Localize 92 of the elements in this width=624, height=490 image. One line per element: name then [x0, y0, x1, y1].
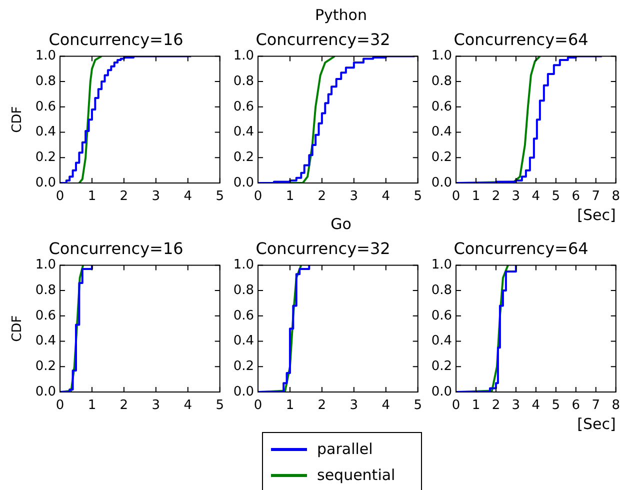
y-tick-label: 1.0: [431, 48, 452, 64]
x-tick-label: 4: [532, 189, 540, 204]
y-tick-label: 0.0: [233, 384, 254, 400]
legend-label: parallel: [317, 440, 373, 458]
y-tick-label: 0.0: [431, 175, 452, 190]
y-tick-label: 0.0: [35, 175, 56, 190]
text: Python: [315, 6, 367, 24]
x-tick-label: 2: [492, 189, 500, 204]
x-tick-label: 3: [152, 398, 160, 414]
x-tick-label: 4: [382, 189, 390, 204]
y-tick-label: 0.8: [35, 74, 56, 89]
x-tick-label: 2: [318, 398, 326, 414]
x-tick-label: 7: [592, 398, 600, 414]
x-tick-label: 1: [472, 189, 480, 204]
x-tick-label: 0: [452, 398, 460, 414]
x-tick-label: 4: [184, 189, 192, 204]
x-tick-label: 6: [572, 189, 580, 204]
y-tick-label: 1.0: [35, 48, 56, 64]
y-tick-label: 0.0: [431, 384, 452, 400]
chart-title: Concurrency=32: [256, 30, 390, 49]
x-axis-title: [Sec]: [577, 206, 616, 224]
y-tick-label: 0.6: [233, 308, 254, 324]
y-tick-label: 1.0: [35, 258, 56, 273]
x-tick-label: 2: [318, 189, 326, 204]
y-axis-title: CDF: [10, 106, 26, 133]
x-tick-label: 3: [152, 189, 160, 204]
x-tick-label: 2: [120, 398, 128, 414]
x-tick-label: 4: [184, 398, 192, 414]
x-tick-label: 8: [612, 189, 620, 204]
y-tick-label: 0.6: [431, 99, 452, 114]
y-tick-label: 0.2: [233, 150, 254, 166]
x-tick-label: 1: [88, 189, 96, 204]
text: Go: [330, 215, 352, 233]
y-tick-label: 0.0: [35, 384, 56, 400]
chart-title: Concurrency=64: [454, 30, 588, 49]
y-tick-label: 0.4: [233, 334, 254, 349]
y-tick-label: 0.8: [35, 282, 56, 298]
x-tick-label: 1: [286, 189, 294, 204]
x-tick-label: 0: [254, 398, 262, 414]
y-tick-label: 0.2: [35, 150, 56, 166]
legend-label: sequential: [317, 466, 396, 484]
y-tick-label: 0.6: [233, 99, 254, 114]
y-tick-label: 0.4: [35, 334, 56, 349]
x-tick-label: 0: [56, 398, 64, 414]
y-tick-label: 1.0: [233, 258, 254, 273]
y-tick-label: 0.6: [431, 308, 452, 324]
x-tick-label: 0: [452, 189, 460, 204]
y-tick-label: 0.4: [233, 124, 254, 140]
x-tick-label: 3: [512, 398, 520, 414]
x-axis-title: [Sec]: [577, 414, 616, 433]
y-tick-label: 0.2: [35, 359, 56, 374]
y-tick-label: 1.0: [431, 258, 452, 273]
chart-title: Concurrency=32: [256, 238, 390, 258]
x-tick-label: 2: [492, 398, 500, 414]
y-tick-label: 0.4: [431, 124, 452, 140]
chart-title: Concurrency=64: [454, 238, 588, 258]
x-tick-label: 7: [592, 189, 600, 204]
x-tick-label: 3: [350, 398, 358, 414]
x-tick-label: 3: [350, 189, 358, 204]
x-tick-label: 2: [120, 189, 128, 204]
x-tick-label: 5: [552, 398, 560, 414]
y-tick-label: 0.8: [233, 74, 254, 89]
x-tick-label: 0: [56, 189, 64, 204]
y-tick-label: 0.2: [431, 359, 452, 374]
x-tick-label: 1: [88, 398, 96, 414]
y-axis-title: CDF: [10, 315, 26, 342]
y-tick-label: 1.0: [233, 48, 254, 64]
x-tick-label: 5: [552, 189, 560, 204]
chart-title: Concurrency=16: [48, 238, 184, 258]
y-tick-label: 0.2: [431, 150, 452, 166]
y-tick-label: 0.8: [431, 282, 452, 298]
x-tick-label: 6: [572, 398, 580, 414]
x-tick-label: 5: [414, 398, 422, 414]
x-tick-label: 1: [286, 398, 294, 414]
x-tick-label: 4: [382, 398, 390, 414]
y-tick-label: 0.6: [35, 99, 56, 114]
y-tick-label: 0.0: [233, 175, 254, 190]
y-tick-label: 0.8: [233, 282, 254, 298]
x-tick-label: 4: [532, 398, 540, 414]
x-tick-label: 5: [414, 189, 422, 204]
x-tick-label: 0: [254, 189, 262, 204]
x-tick-label: 1: [472, 398, 480, 414]
x-tick-label: 5: [216, 398, 224, 414]
y-tick-label: 0.6: [35, 308, 56, 324]
y-tick-label: 0.2: [233, 359, 254, 374]
y-tick-label: 0.4: [35, 124, 56, 140]
y-tick-label: 0.8: [431, 74, 452, 89]
x-tick-label: 3: [512, 189, 520, 204]
chart-title: Concurrency=16: [48, 30, 184, 49]
x-tick-label: 5: [216, 189, 224, 204]
x-tick-label: 8: [612, 398, 620, 414]
y-tick-label: 0.4: [431, 334, 452, 349]
